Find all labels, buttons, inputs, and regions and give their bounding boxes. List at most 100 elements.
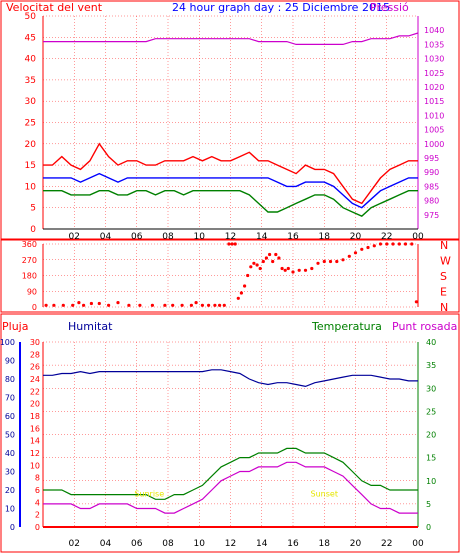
wind-x-tick-label: 08	[162, 232, 174, 242]
rain-y-tick-label: 12	[30, 449, 40, 458]
humidity-x-tick-label: 06	[131, 539, 143, 549]
humidity-y-tick-label: 0	[10, 523, 15, 532]
direction-point	[171, 303, 175, 307]
temp-y-tick-label: 40	[426, 338, 436, 347]
direction-point	[341, 258, 345, 262]
sun-annotation: Sunrise	[134, 490, 164, 499]
direction-point	[236, 296, 240, 300]
rain-y-tick-label: 2	[35, 511, 40, 520]
direction-point	[310, 266, 314, 271]
pressure-y-tick-label: 1040	[424, 26, 444, 35]
rain-y-tick-label: 0	[35, 523, 40, 532]
direction-point	[243, 284, 247, 288]
humidity-y-tick-label: 20	[5, 486, 15, 495]
direction-point	[274, 252, 278, 257]
direction-point	[200, 303, 204, 307]
rain-y-tick-label: 14	[30, 437, 40, 446]
rain-y-tick-label: 16	[30, 424, 40, 433]
direction-point	[189, 303, 193, 307]
rain-y-tick-label: 22	[30, 387, 40, 396]
direction-point	[239, 291, 243, 295]
direction-point	[52, 303, 56, 307]
rain-y-tick-label: 10	[30, 461, 40, 470]
wind-y-tick-label: 20	[25, 140, 37, 150]
humidity-x-tick-label: 12	[225, 539, 236, 549]
humidity-y-tick-label: 70	[5, 394, 15, 403]
wind-x-tick-label: 04	[100, 232, 112, 242]
sun-annotation: Sunset	[311, 490, 338, 499]
wind-y-tick-label: 45	[25, 33, 36, 43]
direction-point	[328, 259, 333, 264]
direction-point	[213, 303, 217, 307]
direction-point	[403, 242, 408, 246]
direction-point	[163, 303, 167, 307]
series-line-temperatura	[43, 447, 418, 500]
direction-y-tick-label: 0	[32, 303, 37, 312]
direction-point	[385, 242, 389, 246]
humidity-label: Humitat	[68, 320, 113, 333]
direction-point	[268, 252, 272, 257]
direction-point	[271, 259, 275, 264]
direction-point	[150, 303, 154, 307]
direction-point	[378, 242, 383, 246]
wind-x-tick-label: 10	[194, 232, 206, 242]
wind-x-tick-label: 22	[381, 232, 392, 242]
rain-y-tick-label: 20	[30, 400, 40, 409]
direction-point	[180, 303, 184, 307]
direction-point	[82, 303, 86, 307]
direction-point	[360, 247, 364, 251]
humidity-y-tick-label: 50	[5, 431, 15, 440]
humidity-x-tick-label: 16	[287, 539, 299, 549]
wind-plot: 0510152025303540455097598098599099510001…	[25, 12, 445, 242]
series-line-humitat	[43, 369, 418, 388]
temperature-label: Temperatura	[311, 320, 382, 333]
wind-x-tick-label: 12	[225, 232, 236, 242]
temp-y-tick-label: 10	[426, 477, 436, 486]
temp-y-tick-label: 25	[426, 407, 436, 416]
rain-y-tick-label: 8	[35, 474, 40, 483]
direction-point	[107, 303, 111, 307]
pressure-y-tick-label: 995	[424, 154, 439, 163]
direction-point	[291, 270, 295, 274]
direction-point	[264, 256, 268, 260]
direction-y-tick-label: 90	[27, 287, 37, 296]
temp-y-tick-label: 30	[426, 384, 436, 393]
wind-y-tick-label: 5	[30, 204, 36, 214]
direction-point	[246, 273, 250, 278]
pressure-y-tick-label: 1020	[424, 83, 444, 92]
rain-label: Pluja	[2, 320, 28, 333]
pressure-y-tick-label: 990	[424, 168, 439, 177]
temp-y-tick-label: 0	[426, 523, 431, 532]
direction-point	[372, 244, 376, 248]
humidity-y-tick-label: 100	[0, 338, 15, 347]
pressure-label: Pressió	[370, 1, 409, 14]
wind-x-tick-label: 20	[350, 232, 362, 242]
direction-point	[97, 301, 101, 306]
pressure-y-tick-label: 1035	[424, 40, 444, 49]
direction-point	[138, 303, 142, 307]
humidity-x-tick-label: 08	[162, 539, 174, 549]
series-line-blue	[43, 172, 418, 209]
direction-point	[44, 303, 48, 307]
direction-panel-frame	[0, 239, 460, 313]
pressure-y-tick-label: 975	[424, 211, 439, 220]
direction-point	[297, 268, 301, 272]
series-line-red	[43, 142, 418, 205]
direction-point	[233, 242, 237, 246]
rain-y-tick-label: 26	[30, 363, 40, 372]
wind-x-tick-label: 00	[412, 232, 424, 242]
direction-y-tick-label: 360	[22, 240, 37, 249]
humidity-y-tick-label: 60	[5, 412, 15, 421]
humidity-temperature-plot: 0246810121416182022242628300102030405060…	[0, 338, 436, 549]
direction-point	[397, 242, 401, 246]
wind-panel-frame	[0, 0, 460, 240]
wind-x-tick-label: 16	[287, 232, 299, 242]
direction-point	[414, 300, 418, 304]
compass-label: E	[440, 286, 447, 299]
rain-y-tick-label: 30	[30, 338, 40, 347]
direction-point	[261, 259, 265, 264]
humidity-x-tick-label: 04	[100, 539, 112, 549]
wind-y-tick-label: 35	[25, 76, 36, 86]
series-line-magenta	[43, 32, 419, 46]
